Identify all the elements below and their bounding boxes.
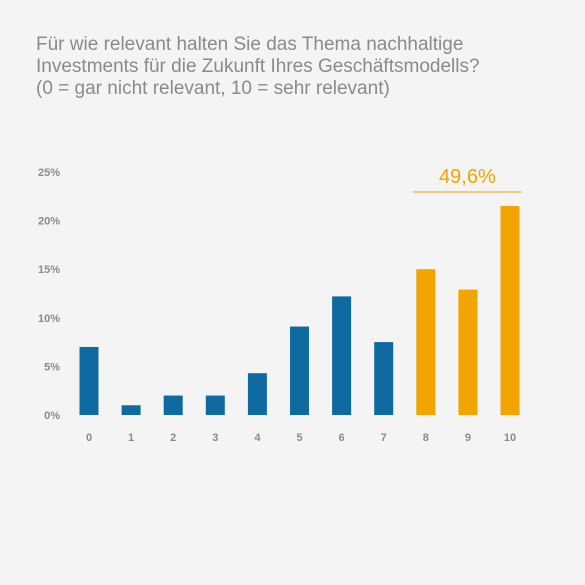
x-tick-label: 4	[254, 432, 261, 444]
annotation-label: 49,6%	[439, 166, 496, 188]
title-line-2: Investments für die Zukunft Ihres Geschä…	[36, 56, 480, 77]
bar-4	[247, 373, 267, 415]
y-tick-label: 20%	[38, 216, 60, 228]
x-tick-label: 1	[128, 432, 134, 444]
bar-9	[458, 289, 478, 415]
bar-5	[290, 326, 309, 415]
y-tick-label: 25%	[38, 167, 60, 179]
bar-2	[163, 395, 183, 415]
title-line-3: (0 = gar nicht relevant, 10 = sehr relev…	[36, 78, 390, 99]
x-tick-label: 10	[504, 432, 516, 444]
x-tick-label: 3	[212, 432, 218, 444]
x-tick-label: 7	[381, 432, 387, 444]
x-tick-label: 9	[465, 432, 471, 444]
x-tick-label: 0	[86, 432, 92, 444]
x-tick-label: 2	[170, 432, 176, 444]
y-tick-label: 0%	[44, 410, 60, 422]
y-tick-label: 15%	[38, 264, 60, 276]
bar-0	[79, 346, 99, 415]
bar-1	[121, 405, 141, 415]
x-tick-label: 6	[339, 432, 345, 444]
bar-6	[332, 296, 352, 415]
x-tick-label: 8	[423, 432, 429, 444]
title-line-1: Für wie relevant halten Sie das Thema na…	[36, 34, 464, 55]
bar-7	[374, 342, 394, 415]
bar-3	[205, 395, 225, 415]
bar-8	[416, 269, 436, 415]
x-tick-label: 5	[296, 432, 302, 444]
chart-title: Für wie relevant halten Sie das Thema na…	[36, 34, 556, 100]
y-tick-label: 5%	[44, 361, 60, 373]
y-tick-label: 10%	[38, 313, 60, 325]
bar-10	[500, 206, 520, 415]
